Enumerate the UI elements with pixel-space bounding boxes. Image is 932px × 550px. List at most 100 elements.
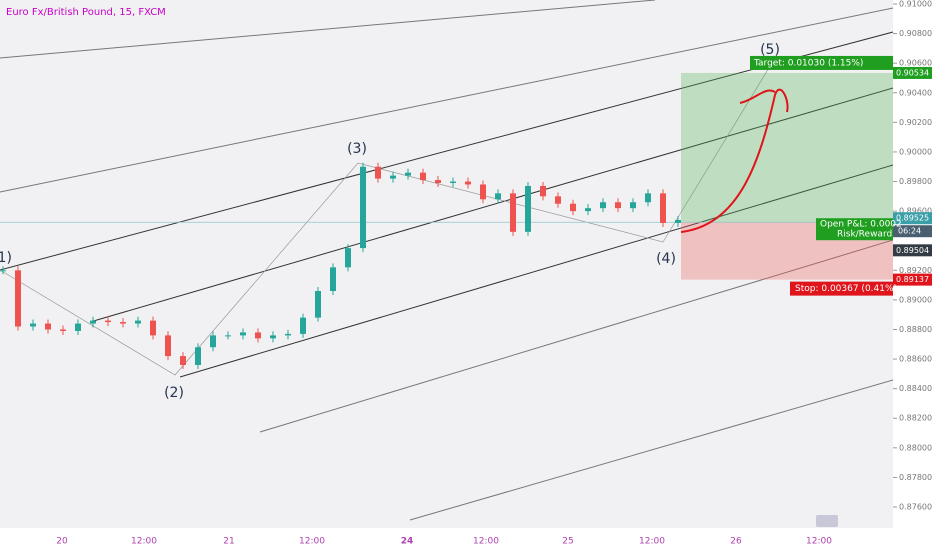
countdown-label: 06:24	[898, 227, 921, 236]
candle	[300, 317, 306, 334]
price-tick-label: 0.89200	[899, 266, 932, 275]
time-tick-label: 24	[401, 537, 414, 547]
candle	[570, 203, 576, 212]
candle	[585, 208, 591, 212]
countdown-tag	[893, 225, 932, 238]
candle	[285, 333, 291, 336]
candle	[360, 166, 366, 249]
channel-line	[409, 379, 894, 521]
target-text: Target: 0.01030 (1.15%)	[753, 58, 863, 68]
chart-title: Euro Fx/British Pound, 15, FXCM	[6, 7, 166, 18]
target-tag-label: 0.90534	[896, 68, 929, 77]
candle	[255, 332, 261, 339]
candle	[240, 332, 246, 336]
rr-text: Risk/Reward	[837, 230, 892, 240]
last-tag	[893, 244, 932, 257]
flag-icon	[816, 515, 838, 527]
price-tick-label: 0.90600	[899, 59, 932, 68]
candle	[480, 184, 486, 200]
candle	[195, 347, 201, 365]
last-tag-label: 0.89504	[896, 246, 929, 255]
candle	[375, 166, 381, 179]
channel-line	[0, 0, 656, 59]
wave-label: (5)	[760, 42, 780, 58]
candle	[135, 320, 141, 324]
time-tick-label: 21	[223, 537, 234, 547]
candle	[600, 202, 606, 209]
candle	[420, 172, 426, 181]
wave-path	[0, 57, 776, 376]
price-axis-bg	[893, 0, 932, 528]
price-tick-label: 0.89000	[899, 295, 932, 304]
candle	[675, 219, 681, 223]
candle	[405, 172, 411, 176]
price-tick-label: 0.88600	[899, 355, 932, 364]
candle	[210, 335, 216, 348]
channel-line	[179, 164, 894, 378]
time-tick-label: 25	[562, 537, 573, 547]
entry-tag-label: 0.89525	[896, 214, 929, 223]
price-tick-label: 0.88200	[899, 414, 932, 423]
candle	[510, 193, 516, 232]
stop-text: Stop: 0.00367 (0.41%)	[795, 284, 897, 294]
stop-tag	[893, 273, 932, 286]
candle	[150, 320, 156, 336]
target-box	[750, 55, 893, 70]
candle	[75, 323, 81, 331]
stop-tag-label: 0.89137	[896, 275, 929, 284]
candle	[450, 181, 456, 184]
candle	[660, 193, 666, 223]
price-tick-label: 0.88400	[899, 384, 932, 393]
candle	[60, 329, 66, 331]
candle	[45, 323, 51, 330]
time-tick-label: 26	[730, 537, 742, 547]
price-tick-label: 0.87800	[899, 473, 932, 482]
candle	[495, 193, 501, 200]
candle	[540, 185, 546, 197]
price-tick-label: 0.91000	[899, 0, 932, 9]
wave-label: (3)	[347, 141, 367, 157]
time-axis-bg	[0, 528, 932, 550]
price-tick-label: 0.88000	[899, 443, 932, 452]
price-tick-label: 0.90200	[899, 118, 932, 127]
candle	[270, 335, 276, 339]
stop-box	[790, 281, 893, 296]
price-tick-label: 0.90400	[899, 88, 932, 97]
wave-label: (1)	[0, 250, 12, 266]
candle	[465, 181, 471, 185]
channel-line	[0, 31, 894, 271]
price-tick-label: 0.89600	[899, 207, 932, 216]
candle	[165, 335, 171, 357]
price-tick-label: 0.89800	[899, 177, 932, 186]
candle	[390, 175, 396, 179]
target-tag	[893, 66, 932, 79]
channel-line	[0, 7, 894, 193]
price-tick-label: 0.87600	[899, 503, 932, 512]
candle	[330, 267, 336, 292]
channel-line	[89, 87, 894, 323]
candle	[630, 202, 636, 209]
time-tick-label: 12:00	[131, 537, 157, 547]
time-tick-label: 12:00	[806, 537, 832, 547]
candle	[555, 196, 561, 204]
wave-label: (2)	[164, 385, 184, 401]
price-tick-label: 0.90000	[899, 147, 932, 156]
candle	[525, 185, 531, 232]
entry-tag	[893, 212, 932, 225]
target-zone	[681, 72, 893, 223]
time-tick-label: 12:00	[639, 537, 665, 547]
candle	[180, 356, 186, 365]
candle	[615, 202, 621, 209]
channel-lines	[0, 0, 894, 521]
pnl-box	[816, 218, 893, 241]
candle	[315, 291, 321, 318]
candle	[15, 270, 21, 327]
price-tick-label: 0.88800	[899, 325, 932, 334]
candle	[645, 193, 651, 203]
candle	[225, 335, 231, 337]
candle	[105, 320, 111, 323]
candle	[0, 270, 6, 272]
candle	[120, 322, 126, 324]
time-tick-label: 12:00	[473, 537, 499, 547]
